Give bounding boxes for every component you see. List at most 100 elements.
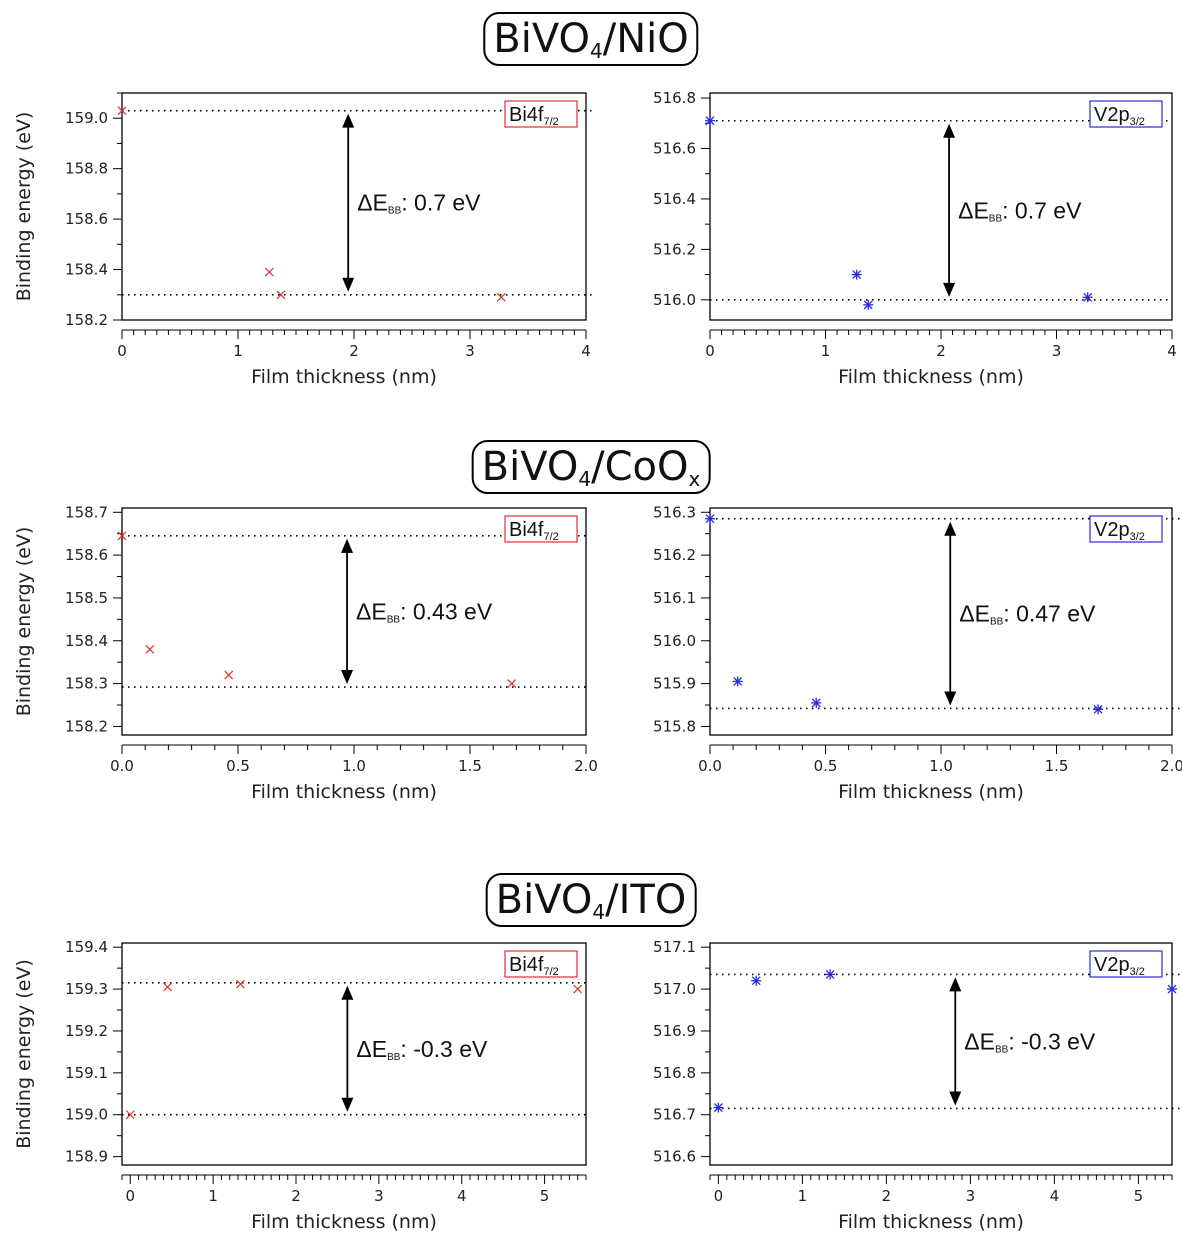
chart-0-point-stroke — [276, 290, 286, 300]
chart-5-ytick-label: 516.9 — [653, 1022, 696, 1040]
chart-0-ytick-label: 159.0 — [65, 109, 108, 127]
chart-5-xtick-label: 1 — [798, 1187, 808, 1205]
chart-1-delta-annotation: ΔEBB: 0.7 eV — [958, 197, 1082, 224]
chart-1-xtick-label: 3 — [1052, 342, 1062, 360]
chart-5-data-point — [713, 1102, 724, 1113]
chart-1-ytick-label: 516.2 — [653, 240, 696, 258]
chart-3-arrow-head-up — [944, 521, 957, 536]
chart-nio-v2p: 516.0 516.2 516.4 516.6 516.8 0 1 2 3 4 Film thick… — [653, 89, 1177, 388]
section-title-ito: BiVO4/ITO — [485, 873, 697, 927]
chart-2-ytick-label: 158.5 — [65, 589, 108, 607]
chart-3-ytick-label: 516.2 — [653, 546, 696, 564]
chart-2-point-stroke — [224, 670, 234, 680]
chart-4-data-point — [163, 982, 172, 992]
chart-2-tag-label: Bi4f7/2 — [509, 519, 559, 543]
section-title-coox: BiVO4/CoOx — [471, 440, 711, 494]
chart-2-xtick-label: 1.0 — [342, 757, 366, 775]
chart-nio-bi4f: 158.2 158.4 158.6 158.8 159.0 0 1 2 3 4 Film thick… — [13, 92, 594, 388]
chart-4-point-stroke — [236, 979, 245, 989]
chart-2-arrow-head-down — [341, 670, 354, 685]
chart-1-ytick-label: 516.4 — [653, 190, 696, 208]
chart-3-data-point — [811, 697, 822, 708]
chart-2-delta-annotation: ΔEBB: 0.43 eV — [356, 598, 493, 625]
chart-0-arrow-head-down — [342, 277, 355, 292]
chart-3-arrow-head-down — [944, 691, 957, 706]
chart-2-point-stroke — [507, 679, 517, 689]
chart-3-delta-annotation: ΔEBB: 0.47 eV — [959, 601, 1096, 628]
chart-1-xtick-label: 4 — [1167, 342, 1177, 360]
chart-1-point-stroke — [705, 116, 715, 126]
chart-0-tag-box — [504, 100, 578, 128]
chart-4-point-stroke — [163, 982, 172, 992]
chart-0-point-stroke — [264, 267, 274, 277]
chart-1-xtick-label: 2 — [936, 342, 946, 360]
chart-3-point-stroke — [811, 698, 821, 708]
chart-3-point-stroke — [733, 677, 743, 686]
chart-1-point-stroke — [1083, 292, 1093, 302]
chart-2-arrow-head-up — [341, 538, 354, 553]
chart-5-xtick-label: 5 — [1134, 1187, 1144, 1205]
chart-0-delta-annotation: ΔEBB: 0.7 eV — [357, 190, 481, 217]
chart-5-plot-frame — [709, 942, 1173, 1166]
chart-4-plot-frame — [121, 942, 587, 1166]
chart-0-ytick-label: 158.4 — [65, 261, 108, 279]
chart-3-point-stroke — [705, 514, 715, 524]
chart-4-tag-label: Bi4f7/2 — [509, 954, 559, 978]
chart-2-xtick-label: 1.5 — [458, 757, 482, 775]
chart-1-xtick-label: 1 — [821, 342, 831, 360]
chart-1-ytick-label: 516.0 — [653, 291, 696, 309]
chart-0-data-point — [276, 290, 286, 300]
chart-4-arrow-head-down — [341, 1097, 354, 1112]
chart-4-data-point — [236, 979, 245, 989]
chart-0-y-axis-label: Binding energy (eV) — [13, 112, 35, 302]
chart-2-ytick-label: 158.2 — [65, 717, 108, 735]
chart-4-point-stroke — [573, 984, 583, 994]
chart-5-tag-box — [1089, 950, 1163, 978]
chart-0-xtick-label: 0 — [117, 342, 127, 360]
chart-0-tag-label: Bi4f7/2 — [509, 104, 559, 128]
chart-1-ytick-label: 516.6 — [653, 139, 696, 157]
chart-5-xtick-label: 3 — [966, 1187, 976, 1205]
chart-5-point-stroke — [713, 1103, 723, 1113]
chart-3-tag-box — [1089, 515, 1163, 543]
chart-3-data-point — [732, 676, 743, 687]
chart-5-ytick-label: 516.8 — [653, 1064, 696, 1082]
chart-1-x-axis-label: Film thickness (nm) — [838, 366, 1024, 388]
chart-5-ytick-label: 516.6 — [653, 1148, 696, 1166]
chart-ito-bi4f: 158.9 159.0 159.1 159.2 159.3 159.4 0 1 2 3 4 5 Film… — [13, 938, 590, 1233]
chart-0-point-stroke — [496, 292, 506, 302]
chart-2-data-point — [117, 531, 127, 541]
chart-5-point-stroke — [825, 969, 835, 979]
chart-5-point-stroke — [751, 976, 761, 986]
section-title-nio: BiVO4/NiO — [483, 12, 699, 66]
chart-2-x-axis-label: Film thickness (nm) — [251, 781, 437, 803]
chart-3-xtick-label: 0.5 — [814, 757, 838, 775]
chart-3-ytick-label: 515.8 — [653, 717, 696, 735]
chart-1-plot-frame — [709, 92, 1173, 321]
chart-5-data-point — [825, 969, 836, 980]
chart-5-tag-label: V2p3/2 — [1094, 954, 1145, 978]
chart-4-data-point — [573, 984, 583, 994]
chart-1-data-point — [1082, 292, 1093, 303]
chart-3-ytick-label: 515.9 — [653, 675, 696, 693]
chart-coox-v2p: 515.8 515.9 516.0 516.1 516.2 516.3 0.0 0.5 1.0 1… — [653, 503, 1182, 803]
chart-2-ytick-label: 158.6 — [65, 546, 108, 564]
chart-4-point-stroke — [125, 1110, 135, 1120]
chart-2-tag-box — [504, 515, 578, 543]
chart-0-data-point — [117, 106, 127, 116]
chart-3-tag-label: V2p3/2 — [1094, 519, 1145, 543]
chart-3-ytick-label: 516.3 — [653, 503, 696, 521]
chart-2-plot-frame — [121, 507, 587, 736]
chart-3-x-axis-label: Film thickness (nm) — [838, 781, 1024, 803]
chart-5-arrow-head-up — [949, 977, 962, 992]
chart-0-xtick-label: 4 — [581, 342, 591, 360]
chart-2-y-axis-label: Binding energy (eV) — [13, 527, 35, 717]
chart-4-ytick-label: 159.2 — [65, 1022, 108, 1040]
chart-4-ytick-label: 159.1 — [65, 1064, 108, 1082]
chart-2-xtick-label: 2.0 — [574, 757, 598, 775]
chart-0-arrow-head-up — [342, 113, 355, 128]
chart-4-y-axis-label: Binding energy (eV) — [13, 959, 35, 1149]
chart-0-xtick-label: 2 — [349, 342, 359, 360]
chart-4-delta-annotation: ΔEBB: -0.3 eV — [356, 1036, 488, 1063]
chart-2-ytick-label: 158.7 — [65, 503, 108, 521]
